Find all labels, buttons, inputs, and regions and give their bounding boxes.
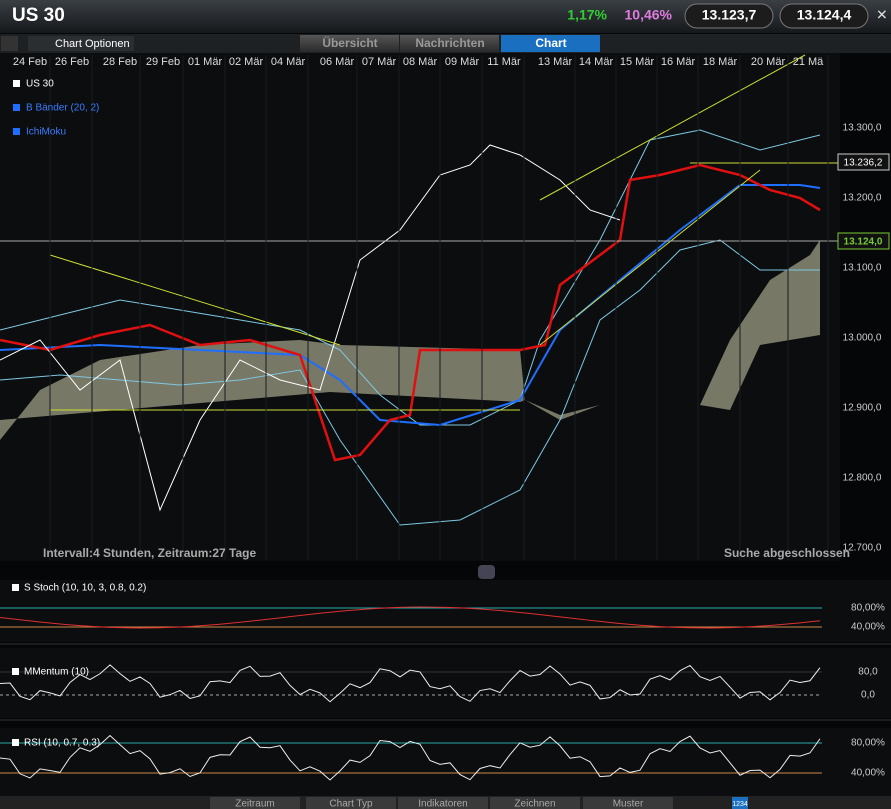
indicator-line <box>0 664 821 703</box>
price-label: 13.300,0 <box>843 123 882 134</box>
legend-swatch <box>13 80 20 87</box>
date-label: 02 Mär <box>229 56 264 68</box>
date-label: 21 Mä <box>793 56 824 68</box>
chart-options-button[interactable] <box>28 36 134 51</box>
chikou-line <box>0 144 621 512</box>
indicator-panel <box>0 648 891 718</box>
marker-box <box>837 153 890 171</box>
price-label: 13.000,0 <box>843 333 882 344</box>
legend-swatch <box>13 128 20 135</box>
bottom-button[interactable] <box>210 797 300 809</box>
tab-label: Chart <box>535 36 566 50</box>
close-icon[interactable]: ✕ <box>876 7 888 23</box>
change-day: 1,17% <box>567 7 607 23</box>
collapse-button[interactable] <box>1 36 18 51</box>
tab[interactable] <box>400 35 499 52</box>
panel-label: 0,0 <box>861 690 875 701</box>
tab-label: Nachrichten <box>415 36 484 50</box>
badge <box>732 797 748 809</box>
indicator-panel <box>0 728 891 796</box>
badge-label: 1234 <box>732 801 748 808</box>
marker-box <box>837 232 890 250</box>
legend-swatch <box>12 739 19 746</box>
splitter-handle[interactable] <box>478 565 495 579</box>
date-label: 09 Mär <box>445 56 480 68</box>
tab-active[interactable] <box>501 35 600 52</box>
panel-label: 80,00% <box>851 738 885 749</box>
bottom-button-label: Indikatoren <box>418 799 467 809</box>
trendline <box>539 54 806 201</box>
legend-item: B Bänder (20, 2) <box>26 103 99 114</box>
ichimoku-cloud <box>0 240 820 440</box>
price-label: 13.100,0 <box>843 263 882 274</box>
tenkan-line <box>0 163 821 462</box>
bottom-button[interactable] <box>583 797 673 809</box>
date-label: 13 Mär <box>538 56 573 68</box>
panel-title: S Stoch (10, 10, 3, 0.8, 0.2) <box>24 583 146 594</box>
marker-upper: 13.236,2 <box>844 158 883 169</box>
date-label: 29 Feb <box>146 56 180 68</box>
price-label: 12.700,0 <box>843 543 882 554</box>
change-period: 10,46% <box>625 7 673 23</box>
date-label: 24 Feb <box>13 56 47 68</box>
panel-label: 40,00% <box>851 768 885 779</box>
bottom-button-label: Chart Typ <box>329 799 373 809</box>
main-chart <box>0 53 840 561</box>
panel-label: 80,00% <box>851 603 885 614</box>
indicator-panel <box>0 580 891 642</box>
date-label: 28 Feb <box>103 56 137 68</box>
indicator-line <box>0 606 821 629</box>
panel-label: 80,0 <box>858 667 878 678</box>
trendline <box>539 169 761 346</box>
bottom-button[interactable] <box>398 797 488 809</box>
kijun-line <box>0 184 821 427</box>
indicator-line <box>0 734 821 781</box>
date-label: 08 Mär <box>403 56 438 68</box>
trendline <box>49 254 341 346</box>
price-label: 13.200,0 <box>843 193 882 204</box>
date-label: 15 Mär <box>620 56 655 68</box>
panel-title: MMentum (10) <box>24 667 89 678</box>
date-label: 04 Mär <box>271 56 306 68</box>
date-label: 11 Mär <box>487 56 521 68</box>
legend-swatch <box>13 104 20 111</box>
bottom-button[interactable] <box>306 797 396 809</box>
date-label: 07 Mär <box>362 56 397 68</box>
status: Suche abgeschlossen <box>724 546 850 560</box>
legend-swatch <box>12 668 19 675</box>
date-label: 06 Mär <box>320 56 355 68</box>
chart-options: Chart Optionen <box>55 38 130 50</box>
bottom-button[interactable] <box>490 797 580 809</box>
bollinger-lower <box>0 239 820 526</box>
date-label: 16 Mär <box>661 56 696 68</box>
price-label: 12.800,0 <box>843 473 882 484</box>
info: Intervall:4 Stunden, Zeitraum:27 Tage <box>43 546 256 560</box>
bottom-button-label: Zeichnen <box>514 799 555 809</box>
legend-item: US 30 <box>26 79 54 90</box>
ask: 13.124,4 <box>797 7 852 23</box>
bollinger-upper <box>0 129 821 426</box>
tab-label: Übersicht <box>322 35 377 50</box>
date-label: 26 Feb <box>55 56 89 68</box>
panel-label: 40,00% <box>851 622 885 633</box>
bid: 13.123,7 <box>702 7 757 23</box>
date-label: 18 Mär <box>703 56 738 68</box>
legend-item: IchiMoku <box>26 127 66 138</box>
bottom-button-label: Zeitraum <box>235 799 274 809</box>
price-label: 12.900,0 <box>843 403 882 414</box>
symbol: US 30 <box>12 5 65 26</box>
date-label: 01 Mär <box>188 56 223 68</box>
date-label: 20 Mär <box>751 56 786 68</box>
ask-pill[interactable] <box>779 3 869 29</box>
date-label: 14 Mär <box>579 56 614 68</box>
bottom-button-label: Muster <box>613 799 644 809</box>
panel-title: RSI (10, 0.7, 0.3) <box>24 738 100 749</box>
legend-swatch <box>12 584 19 591</box>
marker-last: 13.124,0 <box>844 237 883 248</box>
tab[interactable] <box>300 35 399 52</box>
bid-pill[interactable] <box>684 3 774 29</box>
